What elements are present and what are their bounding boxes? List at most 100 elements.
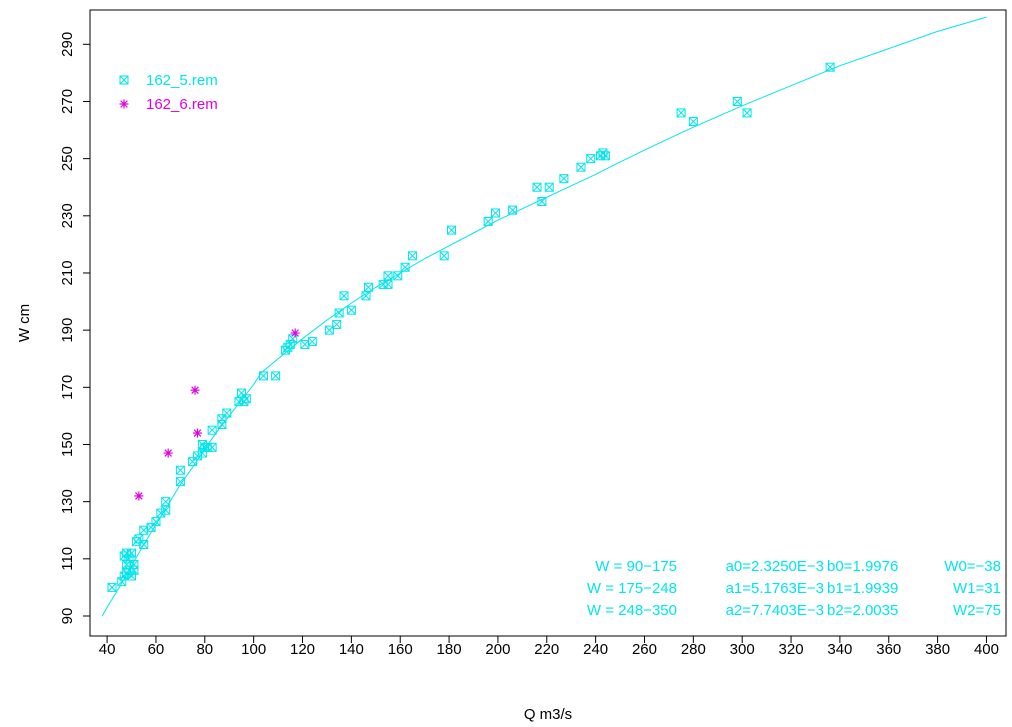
data-point-162-5 bbox=[324, 325, 334, 335]
data-point-162-5 bbox=[127, 571, 137, 581]
data-point-162-5 bbox=[285, 339, 295, 349]
annotation-a: a0=2.3250E−3 bbox=[726, 558, 824, 575]
annotation-w: W0=−38 bbox=[944, 558, 1001, 575]
data-point-162-5 bbox=[258, 371, 268, 381]
formula-annotations: W = 90−175 a0=2.3250E−3 b0=1.9976 W0=−38 W =… bbox=[587, 558, 1001, 619]
data-point-162-5 bbox=[400, 262, 410, 272]
data-point-162-5 bbox=[122, 560, 132, 570]
data-point-162-5 bbox=[217, 414, 227, 424]
data-point-162-5 bbox=[732, 96, 742, 106]
data-point-162-5 bbox=[127, 548, 137, 558]
y-tick-label: 250 bbox=[59, 146, 76, 171]
data-point-162-5 bbox=[361, 291, 371, 301]
x-tick-label: 60 bbox=[148, 641, 165, 658]
data-point-162-5 bbox=[151, 517, 161, 527]
legend: 162_5.rem 162_6.rem bbox=[119, 72, 218, 113]
data-point-162-5 bbox=[222, 408, 232, 418]
annotation-w: W1=31 bbox=[953, 580, 1001, 597]
data-point-162-5 bbox=[383, 271, 393, 281]
x-tick-label: 140 bbox=[339, 641, 364, 658]
legend-label: 162_5.rem bbox=[146, 72, 218, 89]
data-point-162-5 bbox=[161, 497, 171, 507]
data-point-162-5 bbox=[600, 151, 610, 161]
y-tick-label: 130 bbox=[59, 489, 76, 514]
data-point-162-5 bbox=[508, 205, 518, 215]
y-axis-title: W cm bbox=[16, 304, 33, 342]
data-point-162-5 bbox=[188, 457, 198, 467]
y-tick-label: 170 bbox=[59, 375, 76, 400]
data-point-162-5 bbox=[207, 442, 217, 452]
data-point-162-5 bbox=[490, 208, 500, 218]
x-tick-label: 120 bbox=[290, 641, 315, 658]
data-point-162-5 bbox=[559, 174, 569, 184]
data-point-162-5 bbox=[346, 305, 356, 315]
data-point-162-5 bbox=[146, 522, 156, 532]
data-point-162-5 bbox=[532, 182, 542, 192]
data-point-162-5 bbox=[676, 108, 686, 118]
x-tick-label: 40 bbox=[99, 641, 116, 658]
data-point-162-5 bbox=[134, 534, 144, 544]
data-point-162-5 bbox=[207, 425, 217, 435]
y-tick-label: 90 bbox=[59, 608, 76, 625]
data-point-162-5 bbox=[192, 451, 202, 461]
x-tick-label: 360 bbox=[876, 641, 901, 658]
plot-frame bbox=[89, 9, 1007, 637]
data-point-162-5 bbox=[339, 291, 349, 301]
data-points bbox=[107, 62, 835, 592]
data-point-162-6 bbox=[192, 428, 202, 438]
annotation-range: W = 175−248 bbox=[587, 580, 677, 597]
data-point-162-5 bbox=[241, 394, 251, 404]
data-point-162-5 bbox=[124, 554, 134, 564]
x-tick-label: 200 bbox=[485, 641, 510, 658]
data-point-162-5 bbox=[576, 162, 586, 172]
data-point-162-5 bbox=[586, 154, 596, 164]
data-point-162-5 bbox=[439, 251, 449, 261]
x-tick-label: 100 bbox=[241, 641, 266, 658]
data-point-162-5 bbox=[393, 271, 403, 281]
annotation-w: W2=75 bbox=[953, 602, 1001, 619]
data-point-162-5 bbox=[383, 279, 393, 289]
data-point-162-5 bbox=[271, 371, 281, 381]
y-tick-label: 270 bbox=[59, 89, 76, 114]
data-point-162-5 bbox=[407, 251, 417, 261]
y-axis: 90 110 130 150 170 190 210 230 250 270 290 bbox=[59, 32, 90, 625]
data-point-162-6 bbox=[134, 491, 144, 501]
data-point-162-5 bbox=[363, 282, 373, 292]
data-point-162-5 bbox=[117, 577, 127, 587]
x-tick-label: 160 bbox=[388, 641, 413, 658]
data-point-162-5 bbox=[537, 197, 547, 207]
y-tick-label: 150 bbox=[59, 432, 76, 457]
data-point-162-5 bbox=[234, 397, 244, 407]
data-point-162-5 bbox=[236, 388, 246, 398]
x-tick-label: 220 bbox=[534, 641, 559, 658]
annotation-b: b1=1.9939 bbox=[827, 580, 898, 597]
x-tick-label: 380 bbox=[925, 641, 950, 658]
data-point-162-5 bbox=[129, 560, 139, 570]
annotation-b: b0=1.9976 bbox=[827, 558, 898, 575]
data-point-162-5 bbox=[332, 319, 342, 329]
data-point-162-5 bbox=[139, 525, 149, 535]
data-point-162-5 bbox=[544, 182, 554, 192]
data-point-162-5 bbox=[197, 448, 207, 458]
annotation-range: W = 248−350 bbox=[587, 602, 677, 619]
x-tick-label: 240 bbox=[583, 641, 608, 658]
annotation-a: a2=7.7403E−3 bbox=[726, 602, 824, 619]
y-tick-label: 230 bbox=[59, 203, 76, 228]
legend-marker-boxed-x-icon bbox=[119, 75, 129, 85]
x-axis-title: Q m3/s bbox=[524, 706, 572, 723]
data-point-162-5 bbox=[742, 108, 752, 118]
x-tick-label: 180 bbox=[437, 641, 462, 658]
data-point-162-5 bbox=[107, 582, 117, 592]
x-tick-label: 320 bbox=[779, 641, 804, 658]
x-tick-label: 260 bbox=[632, 641, 657, 658]
x-tick-label: 340 bbox=[827, 641, 852, 658]
data-point-162-5 bbox=[334, 308, 344, 318]
data-point-162-5 bbox=[483, 217, 493, 227]
data-point-162-6 bbox=[190, 385, 200, 395]
data-point-162-5 bbox=[307, 337, 317, 347]
data-point-162-5 bbox=[156, 508, 166, 518]
annotation-a: a1=5.1763E−3 bbox=[726, 580, 824, 597]
data-point-162-5 bbox=[175, 465, 185, 475]
data-point-162-5 bbox=[300, 339, 310, 349]
